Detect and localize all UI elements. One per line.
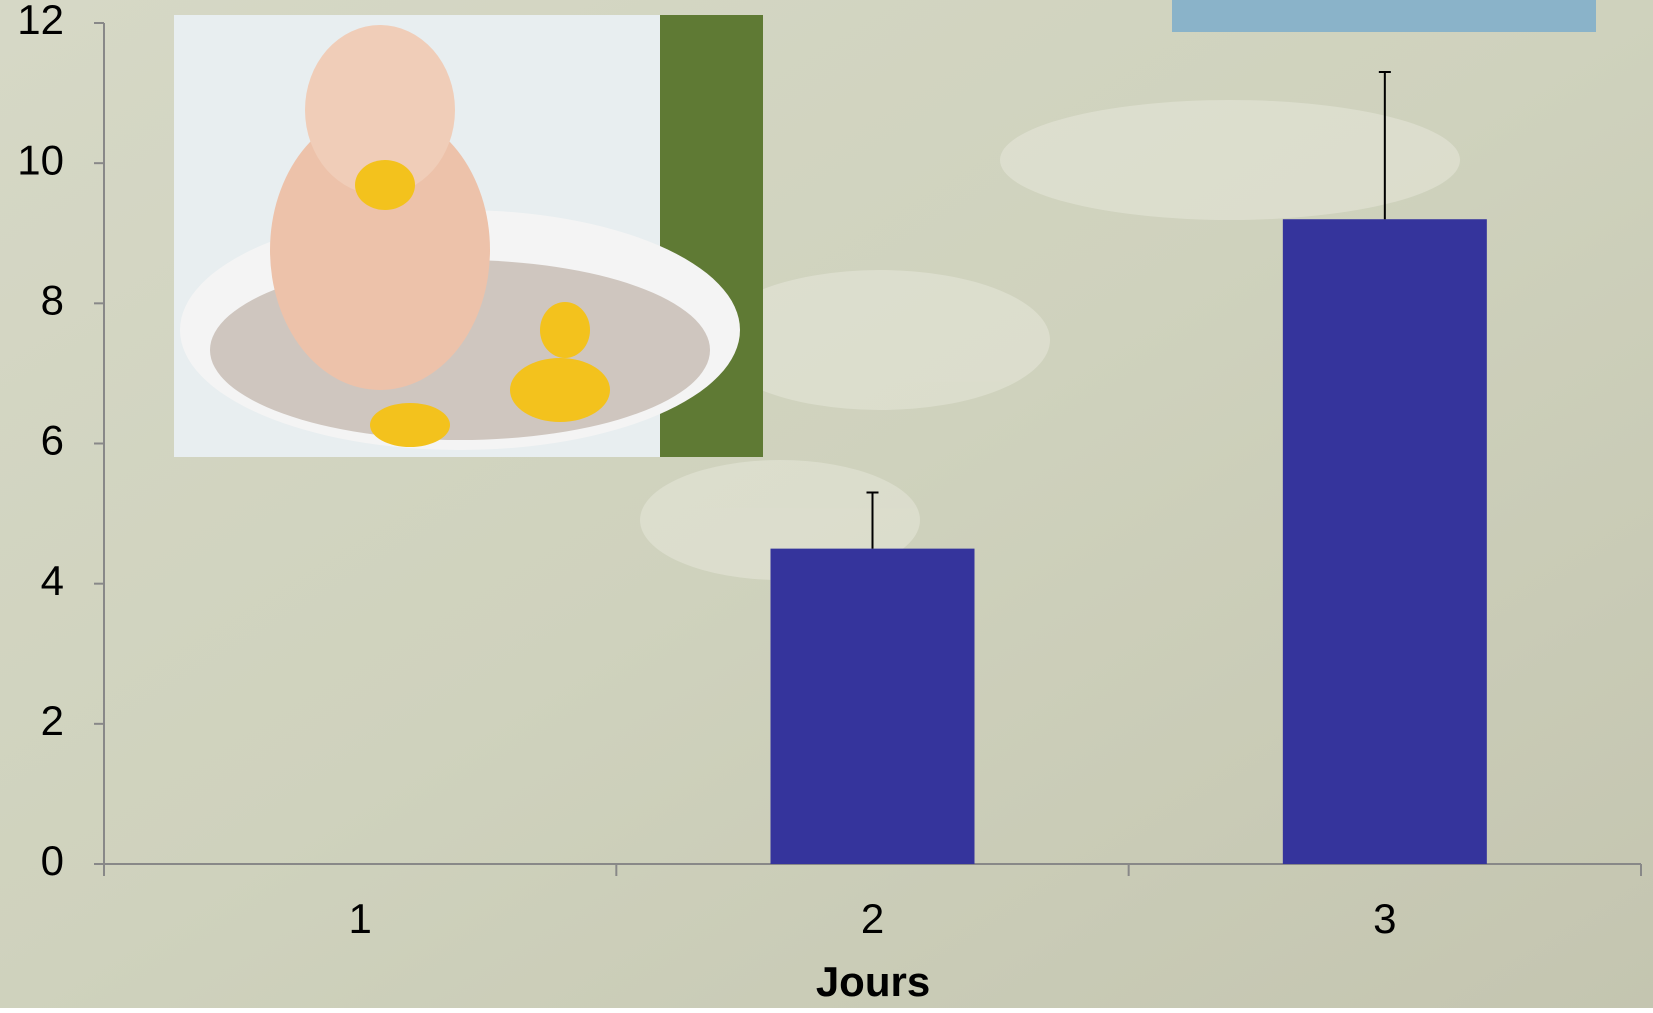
x-tick-label: 1 (348, 895, 371, 942)
x-tick-label: 3 (1373, 895, 1396, 942)
x-tick-label: 2 (861, 895, 884, 942)
photo (174, 15, 763, 457)
y-tick-label: 12 (17, 0, 64, 43)
x-axis-label: Jours (816, 958, 930, 1005)
error-bar (1378, 71, 1391, 220)
y-tick-label: 2 (41, 697, 64, 744)
y-tick-label: 8 (41, 276, 64, 323)
error-bar (866, 491, 879, 549)
background-flowers (640, 100, 1460, 580)
y-tick-label: 10 (17, 136, 64, 183)
y-tick-label: 0 (41, 837, 64, 884)
y-tick-label: 4 (41, 557, 64, 604)
bar (770, 548, 975, 864)
photo-partial (1172, 0, 1596, 32)
bar (1282, 219, 1487, 864)
y-tick-label: 6 (41, 417, 64, 464)
